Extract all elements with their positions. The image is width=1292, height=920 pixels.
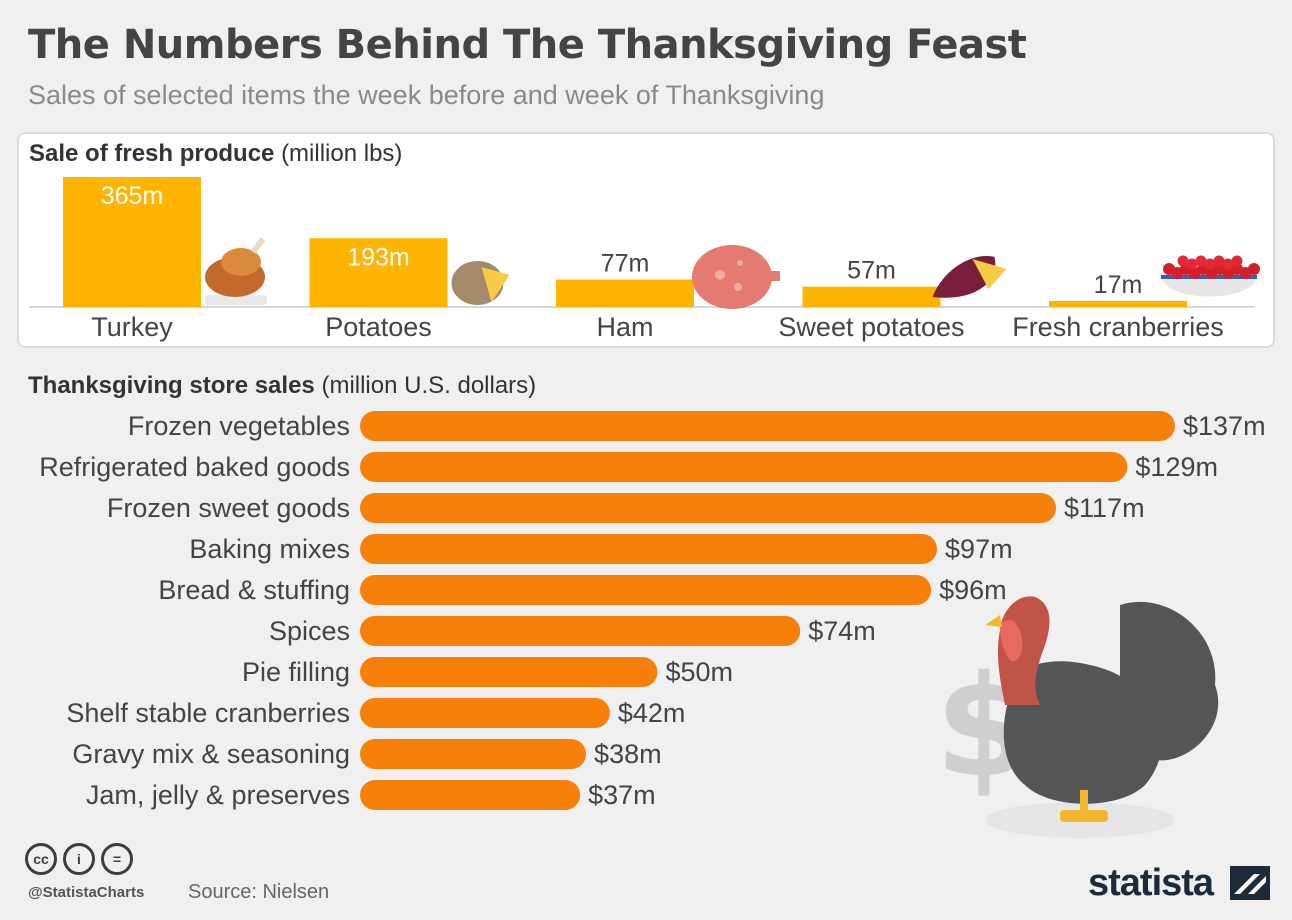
store-title-bold: Thanksgiving store sales [28,372,315,399]
store-bar [360,657,658,687]
store-value-label: $96m [939,575,1007,605]
license-icons: cc i = [25,843,133,875]
twitter-handle[interactable]: @StatistaCharts [28,884,145,901]
store-category-label: Spices [269,616,350,646]
potato-icon [451,261,510,305]
ham-icon [692,245,780,309]
produce-value-label: 365m [101,182,164,210]
produce-category-label: Sweet potatoes [778,312,964,342]
produce-unit-label: (million lbs) [281,140,403,167]
cranberry-bowl-icon [1161,255,1260,297]
roast-turkey-icon [205,237,267,305]
sweet-potato-icon [932,256,1007,298]
produce-title-bold: Sale of fresh produce [29,140,275,167]
store-value-label: $137m [1183,411,1266,441]
produce-value-label: 193m [347,243,410,271]
store-bar [360,698,610,728]
store-chart-title: Thanksgiving store sales (million U.S. d… [28,372,536,400]
store-value-label: $129m [1135,452,1218,482]
produce-bar [1049,300,1187,307]
page-title: The Numbers Behind The Thanksgiving Feas… [28,22,1027,68]
source-label: Source: Nielsen [188,881,330,903]
store-category-label: Frozen sweet goods [107,493,350,523]
store-bar [360,739,587,769]
store-value-label: $117m [1064,493,1145,523]
produce-chart-title: Sale of fresh produce (million lbs) [29,140,402,168]
store-category-label: Gravy mix & seasoning [72,739,350,769]
store-value-label: $42m [618,698,686,728]
turkey-icon: $ [935,596,1219,838]
store-category-label: Pie filling [242,657,350,687]
produce-category-label: Turkey [91,312,173,342]
store-category-label: Shelf stable cranberries [66,698,350,728]
no-derivatives-icon[interactable]: = [101,843,133,875]
store-chart: Frozen vegetables $137m Refrigerated baked… [39,411,1266,810]
store-bar [360,452,1128,482]
store-bar [360,575,932,605]
produce-category-label: Ham [596,312,653,342]
produce-category-label: Potatoes [325,312,432,342]
attribution-icon[interactable]: i [63,843,95,875]
store-category-label: Refrigerated baked goods [39,452,350,482]
page-subtitle: Sales of selected items the week before … [28,80,825,110]
statista-mark-icon [1230,866,1270,900]
produce-chart: 365m Turkey 193m Potatoes 77m Ham 57m Sweet pot… [29,177,1260,342]
store-bar [360,780,581,810]
store-category-label: Jam, jelly & preserves [86,780,350,810]
store-bar [360,411,1175,441]
store-value-label: $74m [808,616,876,646]
store-value-label: $97m [945,534,1013,564]
store-value-label: $38m [594,739,662,769]
store-unit-label: (million U.S. dollars) [321,372,537,399]
produce-bar [802,286,941,307]
produce-value-label: 77m [601,250,650,278]
store-category-label: Baking mixes [189,534,350,564]
cc-icon[interactable]: cc [25,843,57,875]
store-bar [360,616,801,646]
produce-bar [309,238,448,307]
produce-panel: Sale of fresh produce (million lbs) 365m… [17,132,1275,348]
store-bar [360,534,938,564]
produce-value-label: 17m [1094,271,1143,299]
produce-bar [63,177,201,307]
produce-bar [556,279,694,307]
produce-category-label: Fresh cranberries [1012,312,1224,342]
store-category-label: Bread & stuffing [158,575,350,605]
store-category-label: Frozen vegetables [128,411,350,441]
store-value-label: $37m [588,780,656,810]
store-value-label: $50m [665,657,733,687]
produce-value-label: 57m [847,257,896,285]
statista-logo[interactable]: statista [1088,862,1214,904]
store-bar [360,493,1057,523]
